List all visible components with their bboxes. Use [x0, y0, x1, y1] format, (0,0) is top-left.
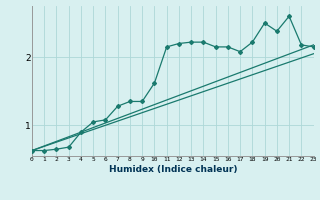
X-axis label: Humidex (Indice chaleur): Humidex (Indice chaleur): [108, 165, 237, 174]
